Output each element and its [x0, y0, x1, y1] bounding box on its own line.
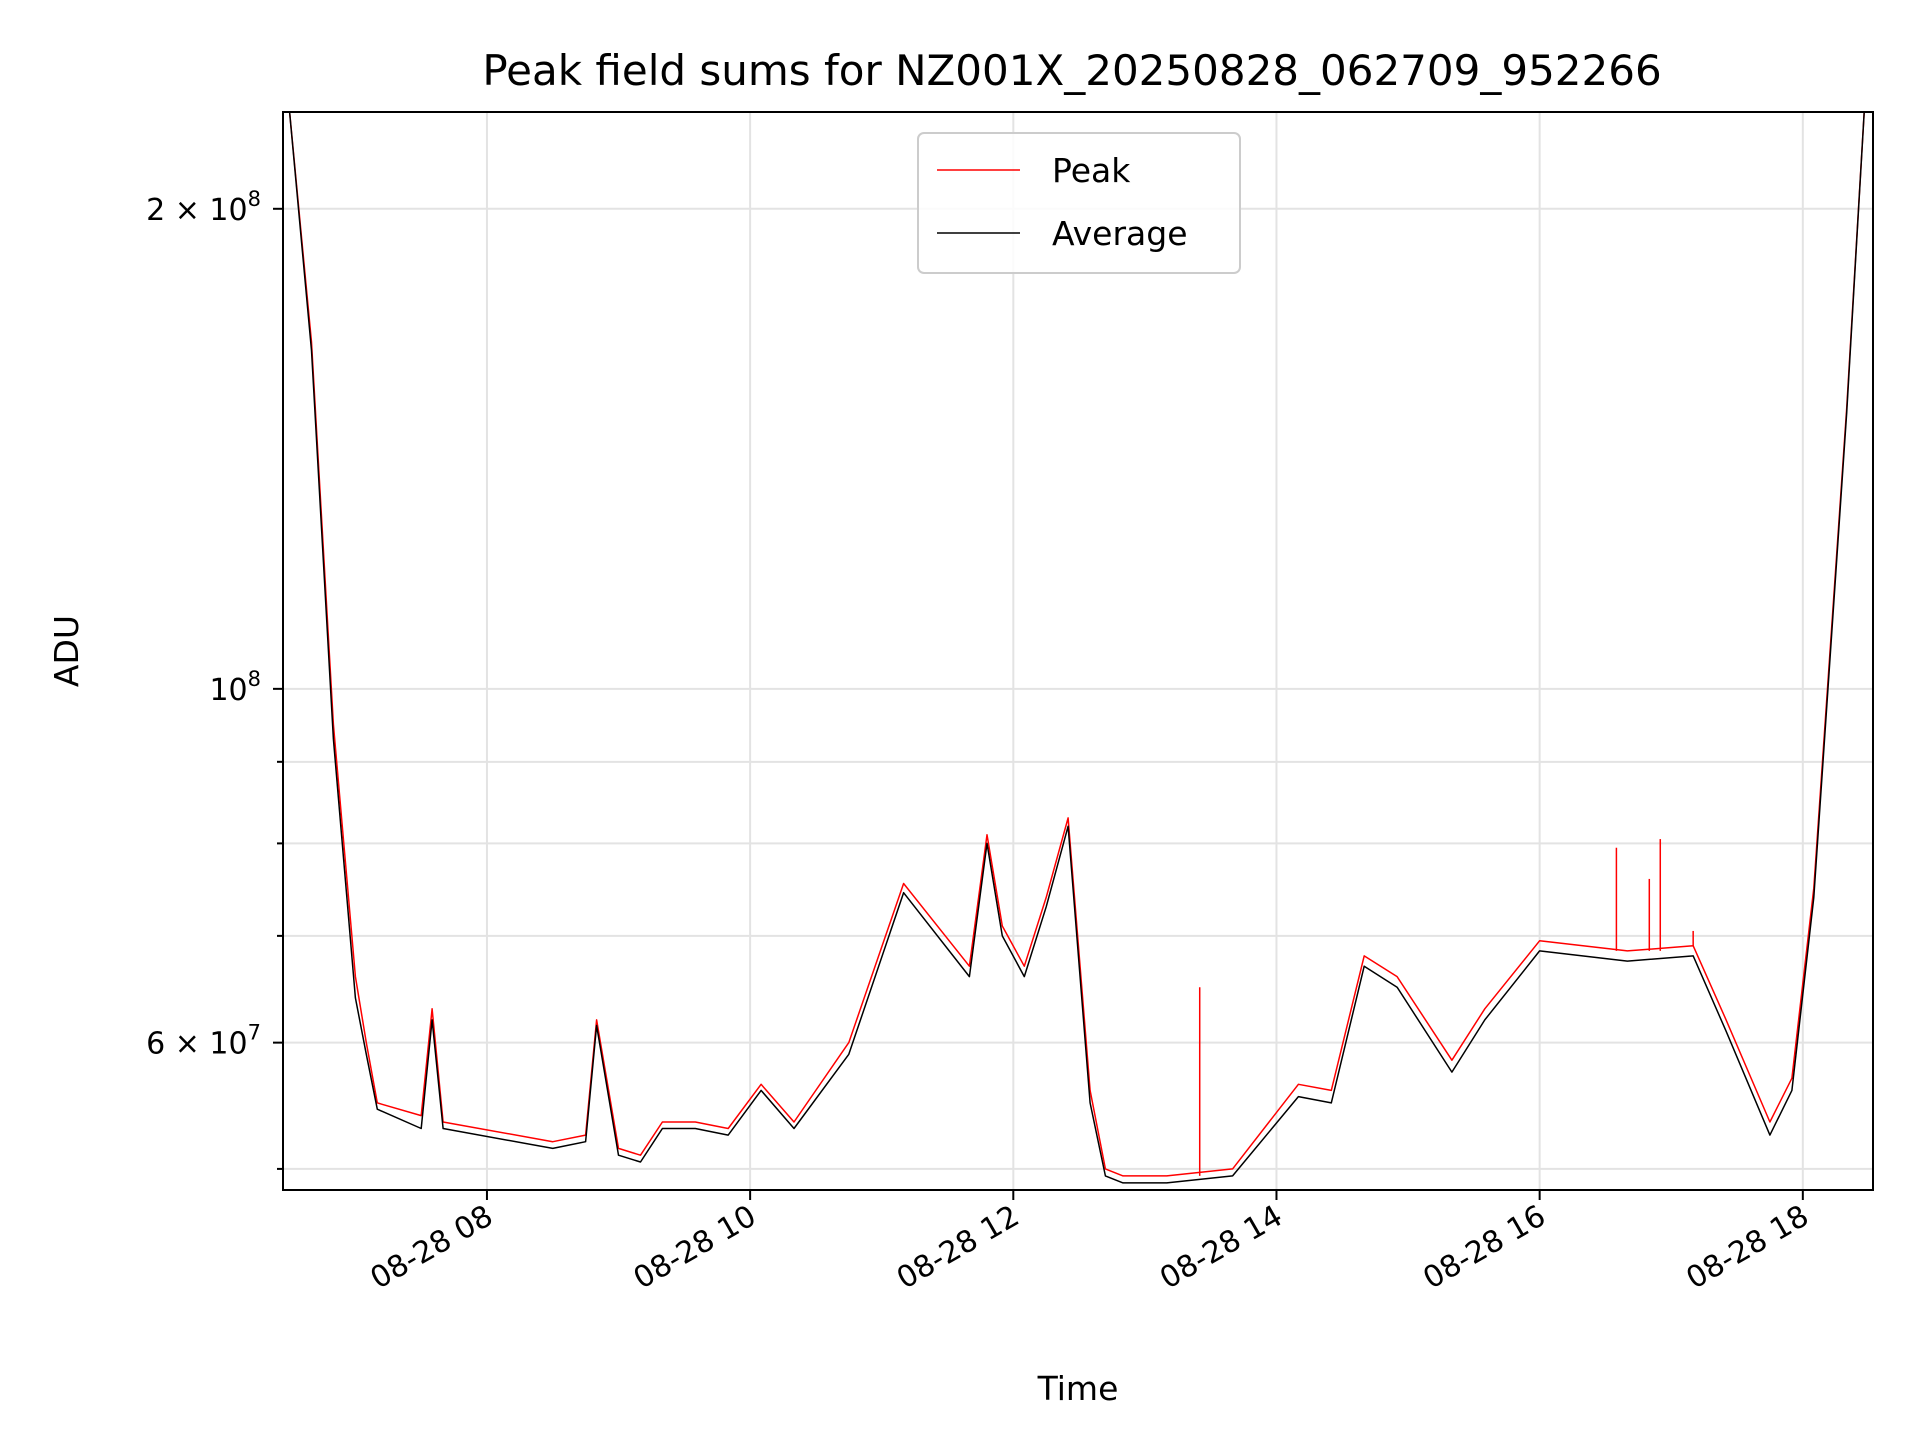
- y-axis: 6 × 107 108 2 × 108: [146, 187, 283, 1170]
- chart-title: Peak field sums for NZ001X_20250828_0627…: [482, 46, 1661, 95]
- plot-frame: [282, 111, 1874, 1191]
- y-tick-label: 2 × 108: [146, 187, 261, 228]
- y-axis-label: ADU: [47, 615, 86, 687]
- series-average-line: [288, 112, 1865, 1184]
- x-axis-label: Time: [1037, 1369, 1119, 1408]
- legend: Peak Average: [917, 132, 1241, 274]
- legend-peak-label: Peak: [1052, 151, 1131, 190]
- legend-box: [917, 132, 1241, 274]
- y-tick-label: 6 × 107: [146, 1021, 261, 1062]
- series-peak-line: [288, 112, 1865, 1177]
- y-tick-label: 108: [209, 667, 261, 708]
- plot-lines: [288, 112, 1865, 1184]
- legend-average-label: Average: [1052, 214, 1188, 253]
